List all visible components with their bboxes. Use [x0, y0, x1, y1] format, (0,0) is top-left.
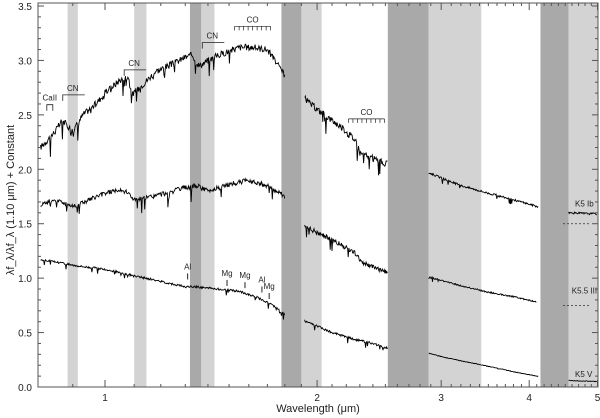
shaded-band-light	[568, 3, 598, 387]
x-tick-label: 5	[595, 393, 600, 404]
annotation-label: Mg	[221, 269, 232, 278]
bandhead-marker	[62, 94, 85, 101]
y-tick-label: 3.5	[18, 2, 32, 13]
bandhead-marker	[123, 69, 147, 76]
x-tick-label: 1	[102, 393, 108, 404]
annotation-label: CN	[67, 84, 79, 93]
shaded-band-light	[428, 3, 482, 387]
spectrum-line	[568, 379, 597, 383]
shaded-band-dark	[387, 3, 429, 387]
annotation-label: CO	[360, 108, 372, 117]
spectrum-line	[40, 177, 286, 214]
annotation-label: Mg	[264, 282, 275, 291]
annotation-label: K5 Ib	[575, 199, 594, 208]
annotation-label: CO	[247, 15, 259, 24]
shaded-band-dark	[540, 3, 569, 387]
x-tick-label: 4	[526, 393, 532, 404]
co-comb-marker	[234, 25, 271, 31]
x-tick-label: 3	[438, 393, 444, 404]
y-tick-label: 0.5	[18, 329, 32, 340]
spectrum-line	[40, 258, 286, 320]
annotation-label: K5 V	[575, 370, 593, 379]
spectrum-line	[568, 211, 598, 216]
y-axis: 0.0 0.5 1.0 1.5 2.0 2.5 3.0 3.5	[18, 2, 598, 394]
y-tick-label: 2.0	[18, 165, 32, 176]
spectra-series	[40, 43, 598, 383]
y-axis-label: λf_λ/λf_λ (1.10 μm) + Constant	[5, 125, 17, 275]
spectrum-line	[304, 224, 388, 274]
shaded-band-light	[201, 3, 215, 387]
x-axis: 1 2 3 4 5	[72, 3, 600, 404]
shaded-band-dark	[281, 3, 302, 387]
shaded-band-dark	[189, 3, 202, 387]
x-tick-label: 2	[314, 393, 320, 404]
shaded-band-light	[134, 3, 147, 387]
spectrum-line	[428, 275, 537, 303]
annotation-label: CN	[207, 32, 219, 41]
caii-marker	[46, 104, 54, 111]
y-tick-label: 1.5	[18, 220, 32, 231]
bandhead-marker	[201, 42, 225, 49]
annotation-label: CN	[128, 59, 140, 68]
co-comb-marker	[348, 118, 385, 123]
spectrum-line	[40, 43, 286, 157]
y-tick-label: 2.5	[18, 111, 32, 122]
spectrum-line	[304, 94, 388, 176]
shaded-band-light	[67, 3, 78, 387]
plot-frame	[37, 2, 599, 388]
y-tick-label: 1.0	[18, 274, 32, 285]
spectrum-line	[428, 172, 539, 209]
annotation-label: Mg	[239, 271, 250, 280]
spectrum-line	[428, 352, 539, 377]
annotation-label: CaII	[42, 94, 57, 103]
shaded-band-light	[301, 3, 322, 387]
spectrum-line	[304, 319, 388, 351]
x-axis-label: Wavelength (μm)	[276, 403, 360, 415]
shaded-bands	[67, 3, 598, 387]
annotation-label: Al	[184, 262, 191, 271]
y-tick-label: 0.0	[18, 383, 32, 394]
annotation-label: Al	[258, 275, 265, 284]
y-tick-label: 3.0	[18, 56, 32, 67]
annotation-label: K5.5 III	[572, 286, 597, 295]
